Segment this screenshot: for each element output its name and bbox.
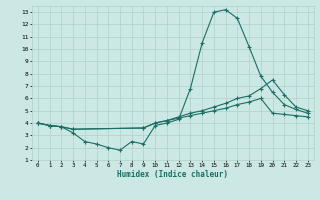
X-axis label: Humidex (Indice chaleur): Humidex (Indice chaleur) xyxy=(117,170,228,179)
